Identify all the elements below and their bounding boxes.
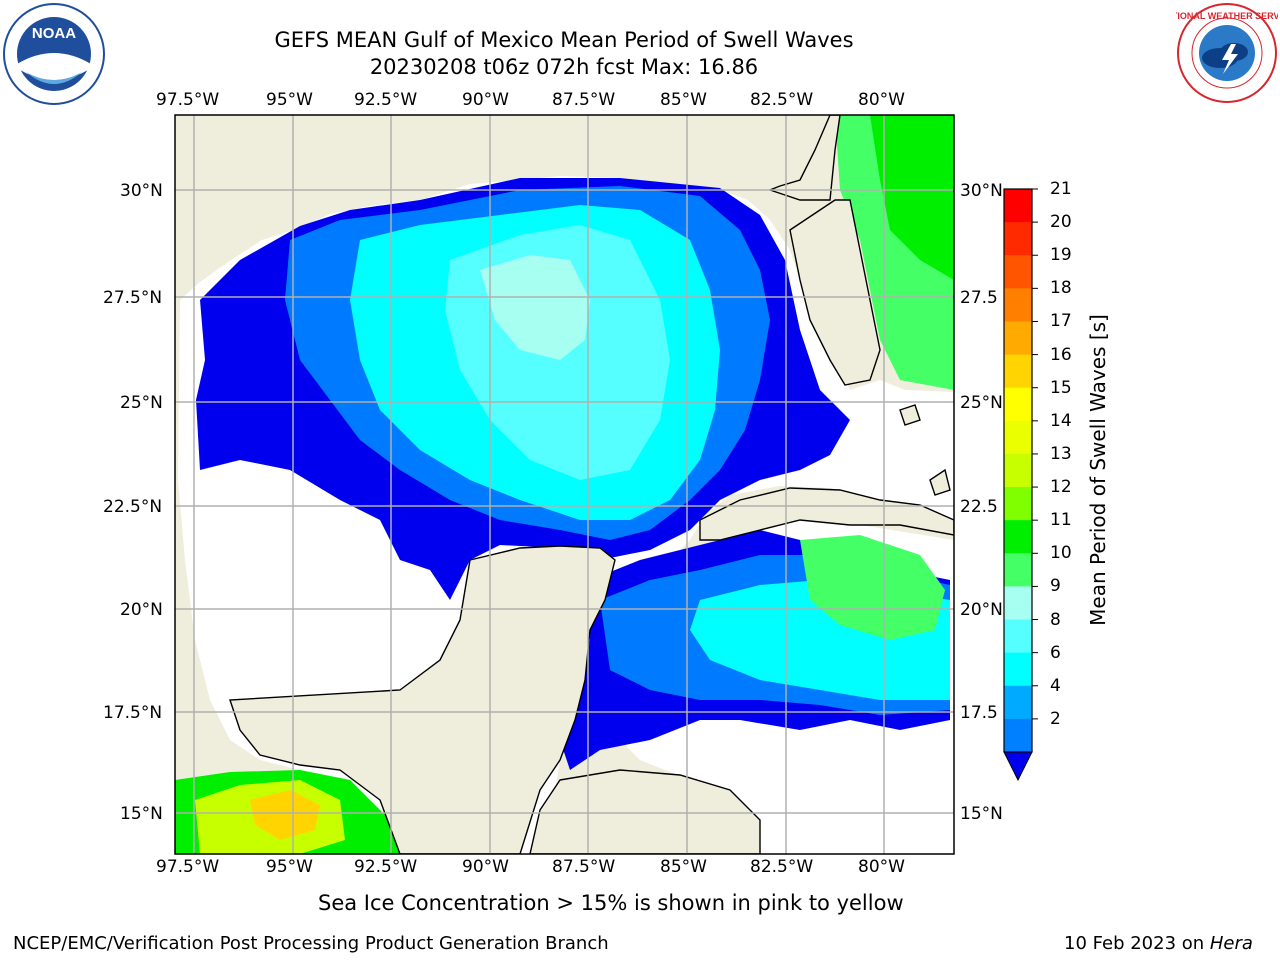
- contour-9s: [480, 255, 590, 360]
- colorbar-tick-label: 11: [1050, 510, 1072, 531]
- colorbar-tick-label: 6: [1050, 642, 1061, 663]
- credit-text: NCEP/EMC/Verification Post Processing Pr…: [13, 933, 609, 954]
- contour-10s-carib: [800, 535, 945, 640]
- lat-tick-left-2: 25°N: [120, 393, 163, 413]
- chart-subtitle: 20230208 t06z 072h fcst Max: 16.86: [369, 55, 759, 79]
- cuba-land: [699, 487, 954, 541]
- lat-tick-right-0: 30°N: [960, 181, 1003, 201]
- lon-tick-top-4: 87.5°W: [552, 90, 616, 110]
- lon-tick-top-7: 80°W: [858, 90, 905, 110]
- lat-tick-left-1: 27.5°N: [103, 288, 163, 308]
- lat-tick-right-2: 25°N: [960, 393, 1003, 413]
- lon-tick-bottom-3: 90°W: [462, 857, 509, 877]
- colorbar-tick-label: 9: [1050, 576, 1061, 597]
- colorbar-tick-label: 21: [1050, 179, 1072, 199]
- florida-land: [767, 115, 881, 386]
- lon-tick-top-3: 90°W: [462, 90, 509, 110]
- colorbar-tick-label: 12: [1050, 477, 1072, 498]
- lat-tick-left-3: 22.5°N: [103, 497, 163, 517]
- colorbar-tick-label: 10: [1050, 543, 1072, 564]
- lat-tick-right-6: 15°N: [960, 804, 1003, 824]
- colorbar-tick-label: 4: [1050, 675, 1061, 696]
- machine-name: Hera: [1209, 933, 1253, 954]
- yucatan-land: [229, 545, 616, 854]
- lon-tick-bottom-5: 85°W: [660, 857, 707, 877]
- colorbar-tick-label: 19: [1050, 245, 1072, 266]
- date-text: 10 Feb 2023 on Hera: [1064, 933, 1253, 954]
- lat-tick-left-5: 17.5°N: [103, 703, 163, 723]
- contour-11s-atl: [870, 115, 954, 280]
- lon-tick-bottom-2: 92.5°W: [354, 857, 418, 877]
- colorbar-tick-label: 16: [1050, 344, 1072, 365]
- bahamas-islands: [899, 404, 951, 496]
- colorbar-tick-label: 18: [1050, 278, 1072, 299]
- chart-title: GEFS MEAN Gulf of Mexico Mean Period of …: [274, 28, 854, 52]
- lon-tick-bottom-0: 97.5°W: [156, 857, 220, 877]
- lat-tick-left-0: 30°N: [120, 181, 163, 201]
- lat-tick-left-6: 15°N: [120, 804, 163, 824]
- lon-tick-bottom-6: 82.5°W: [750, 857, 814, 877]
- contour-16s-pac: [250, 790, 320, 840]
- noaa-logo-text: NOAA: [32, 25, 76, 42]
- nws-logo-text: NATIONAL WEATHER SERVICE: [1176, 11, 1278, 21]
- colorbar-tick-label: 14: [1050, 410, 1072, 431]
- date-value: 10 Feb 2023 on: [1064, 933, 1210, 954]
- sea-ice-note: Sea Ice Concentration > 15% is shown in …: [318, 891, 904, 915]
- map-frame: [174, 114, 955, 855]
- lon-tick-top-1: 95°W: [266, 90, 313, 110]
- colorbar-tick-label: 2: [1050, 708, 1061, 729]
- lon-tick-top-5: 85°W: [660, 90, 707, 110]
- lat-tick-right-1: 27.5: [960, 288, 998, 308]
- lon-tick-top-2: 92.5°W: [354, 90, 418, 110]
- colorbar-tick-label: 13: [1050, 443, 1072, 464]
- lon-tick-bottom-4: 87.5°W: [552, 857, 616, 877]
- colorbar-tick-label: 15: [1050, 377, 1072, 398]
- colorbar-tick-label: 8: [1050, 609, 1061, 630]
- colorbar-axis-label: Mean Period of Swell Waves [s]: [1086, 314, 1110, 626]
- colorbar-tick-label: 17: [1050, 311, 1072, 332]
- lon-tick-bottom-1: 95°W: [266, 857, 313, 877]
- colorbar-tick-label: 20: [1050, 212, 1072, 233]
- lon-tick-top-6: 82.5°W: [750, 90, 814, 110]
- lat-tick-right-4: 20°N: [960, 600, 1003, 620]
- lat-tick-right-5: 17.5: [960, 703, 998, 723]
- noaa-logo: NOAA: [2, 2, 106, 106]
- lat-tick-left-4: 20°N: [120, 600, 163, 620]
- lat-tick-right-3: 22.5: [960, 497, 998, 517]
- nws-logo: NATIONAL WEATHER SERVICE: [1160, 2, 1280, 104]
- lon-tick-bottom-7: 80°W: [858, 857, 905, 877]
- lon-tick-top-0: 97.5°W: [156, 90, 220, 110]
- gridlines: [175, 115, 954, 854]
